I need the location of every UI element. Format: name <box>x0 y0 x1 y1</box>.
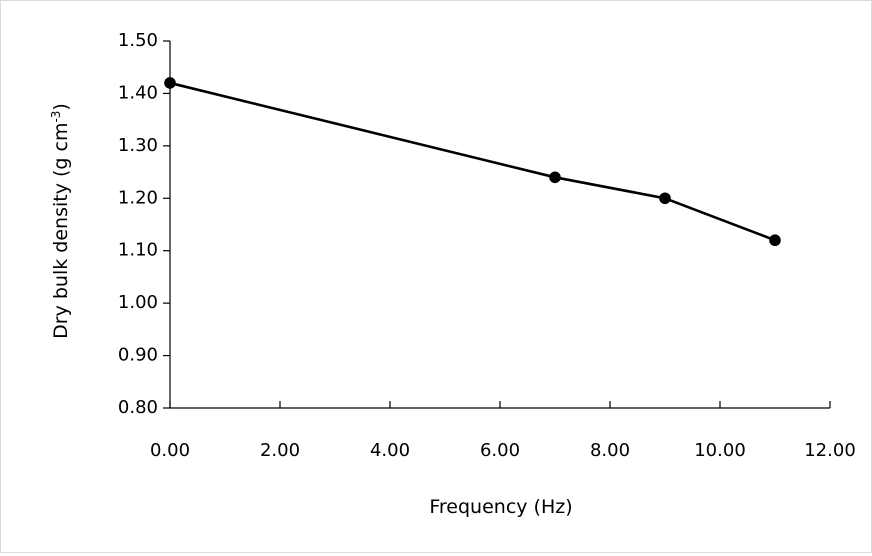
y-axis-title-base: Dry bulk density (g cm <box>50 123 72 339</box>
y-axis-title-superscript: -3 <box>49 111 63 123</box>
y-tick-label: 1.00 <box>118 292 158 313</box>
y-tick-label: 1.50 <box>118 30 158 51</box>
x-tick-label: 4.00 <box>370 440 410 461</box>
x-axis: 0.00 2.00 4.00 6.00 8.00 10.00 12.00 <box>150 401 856 461</box>
y-axis: 0.80 0.90 1.00 1.10 1.20 1.30 1.40 1.50 <box>118 30 171 418</box>
series-line <box>168 81 777 242</box>
x-tick-label: 0.00 <box>150 440 190 461</box>
x-tick-label: 12.00 <box>804 440 856 461</box>
y-tick-label: 1.10 <box>118 240 158 261</box>
data-point <box>769 234 781 247</box>
y-axis-title: Dry bulk density (g cm-3) <box>49 103 72 339</box>
y-tick-label: 1.20 <box>118 187 158 208</box>
series-layer <box>164 77 781 247</box>
y-tick-label: 0.80 <box>118 397 158 418</box>
data-point <box>164 77 176 89</box>
y-axis-title-suffix: ) <box>50 103 72 110</box>
x-tick-label: 2.00 <box>260 440 300 461</box>
x-tick-label: 8.00 <box>590 440 630 461</box>
x-axis-title: Frequency (Hz) <box>429 496 572 518</box>
x-tick-label: 10.00 <box>694 440 746 461</box>
data-point <box>659 192 671 205</box>
y-tick-label: 1.30 <box>118 135 158 156</box>
data-point <box>549 171 561 184</box>
y-tick-label: 1.40 <box>118 82 158 103</box>
y-tick-label: 0.90 <box>118 345 158 366</box>
x-tick-label: 6.00 <box>480 440 520 461</box>
